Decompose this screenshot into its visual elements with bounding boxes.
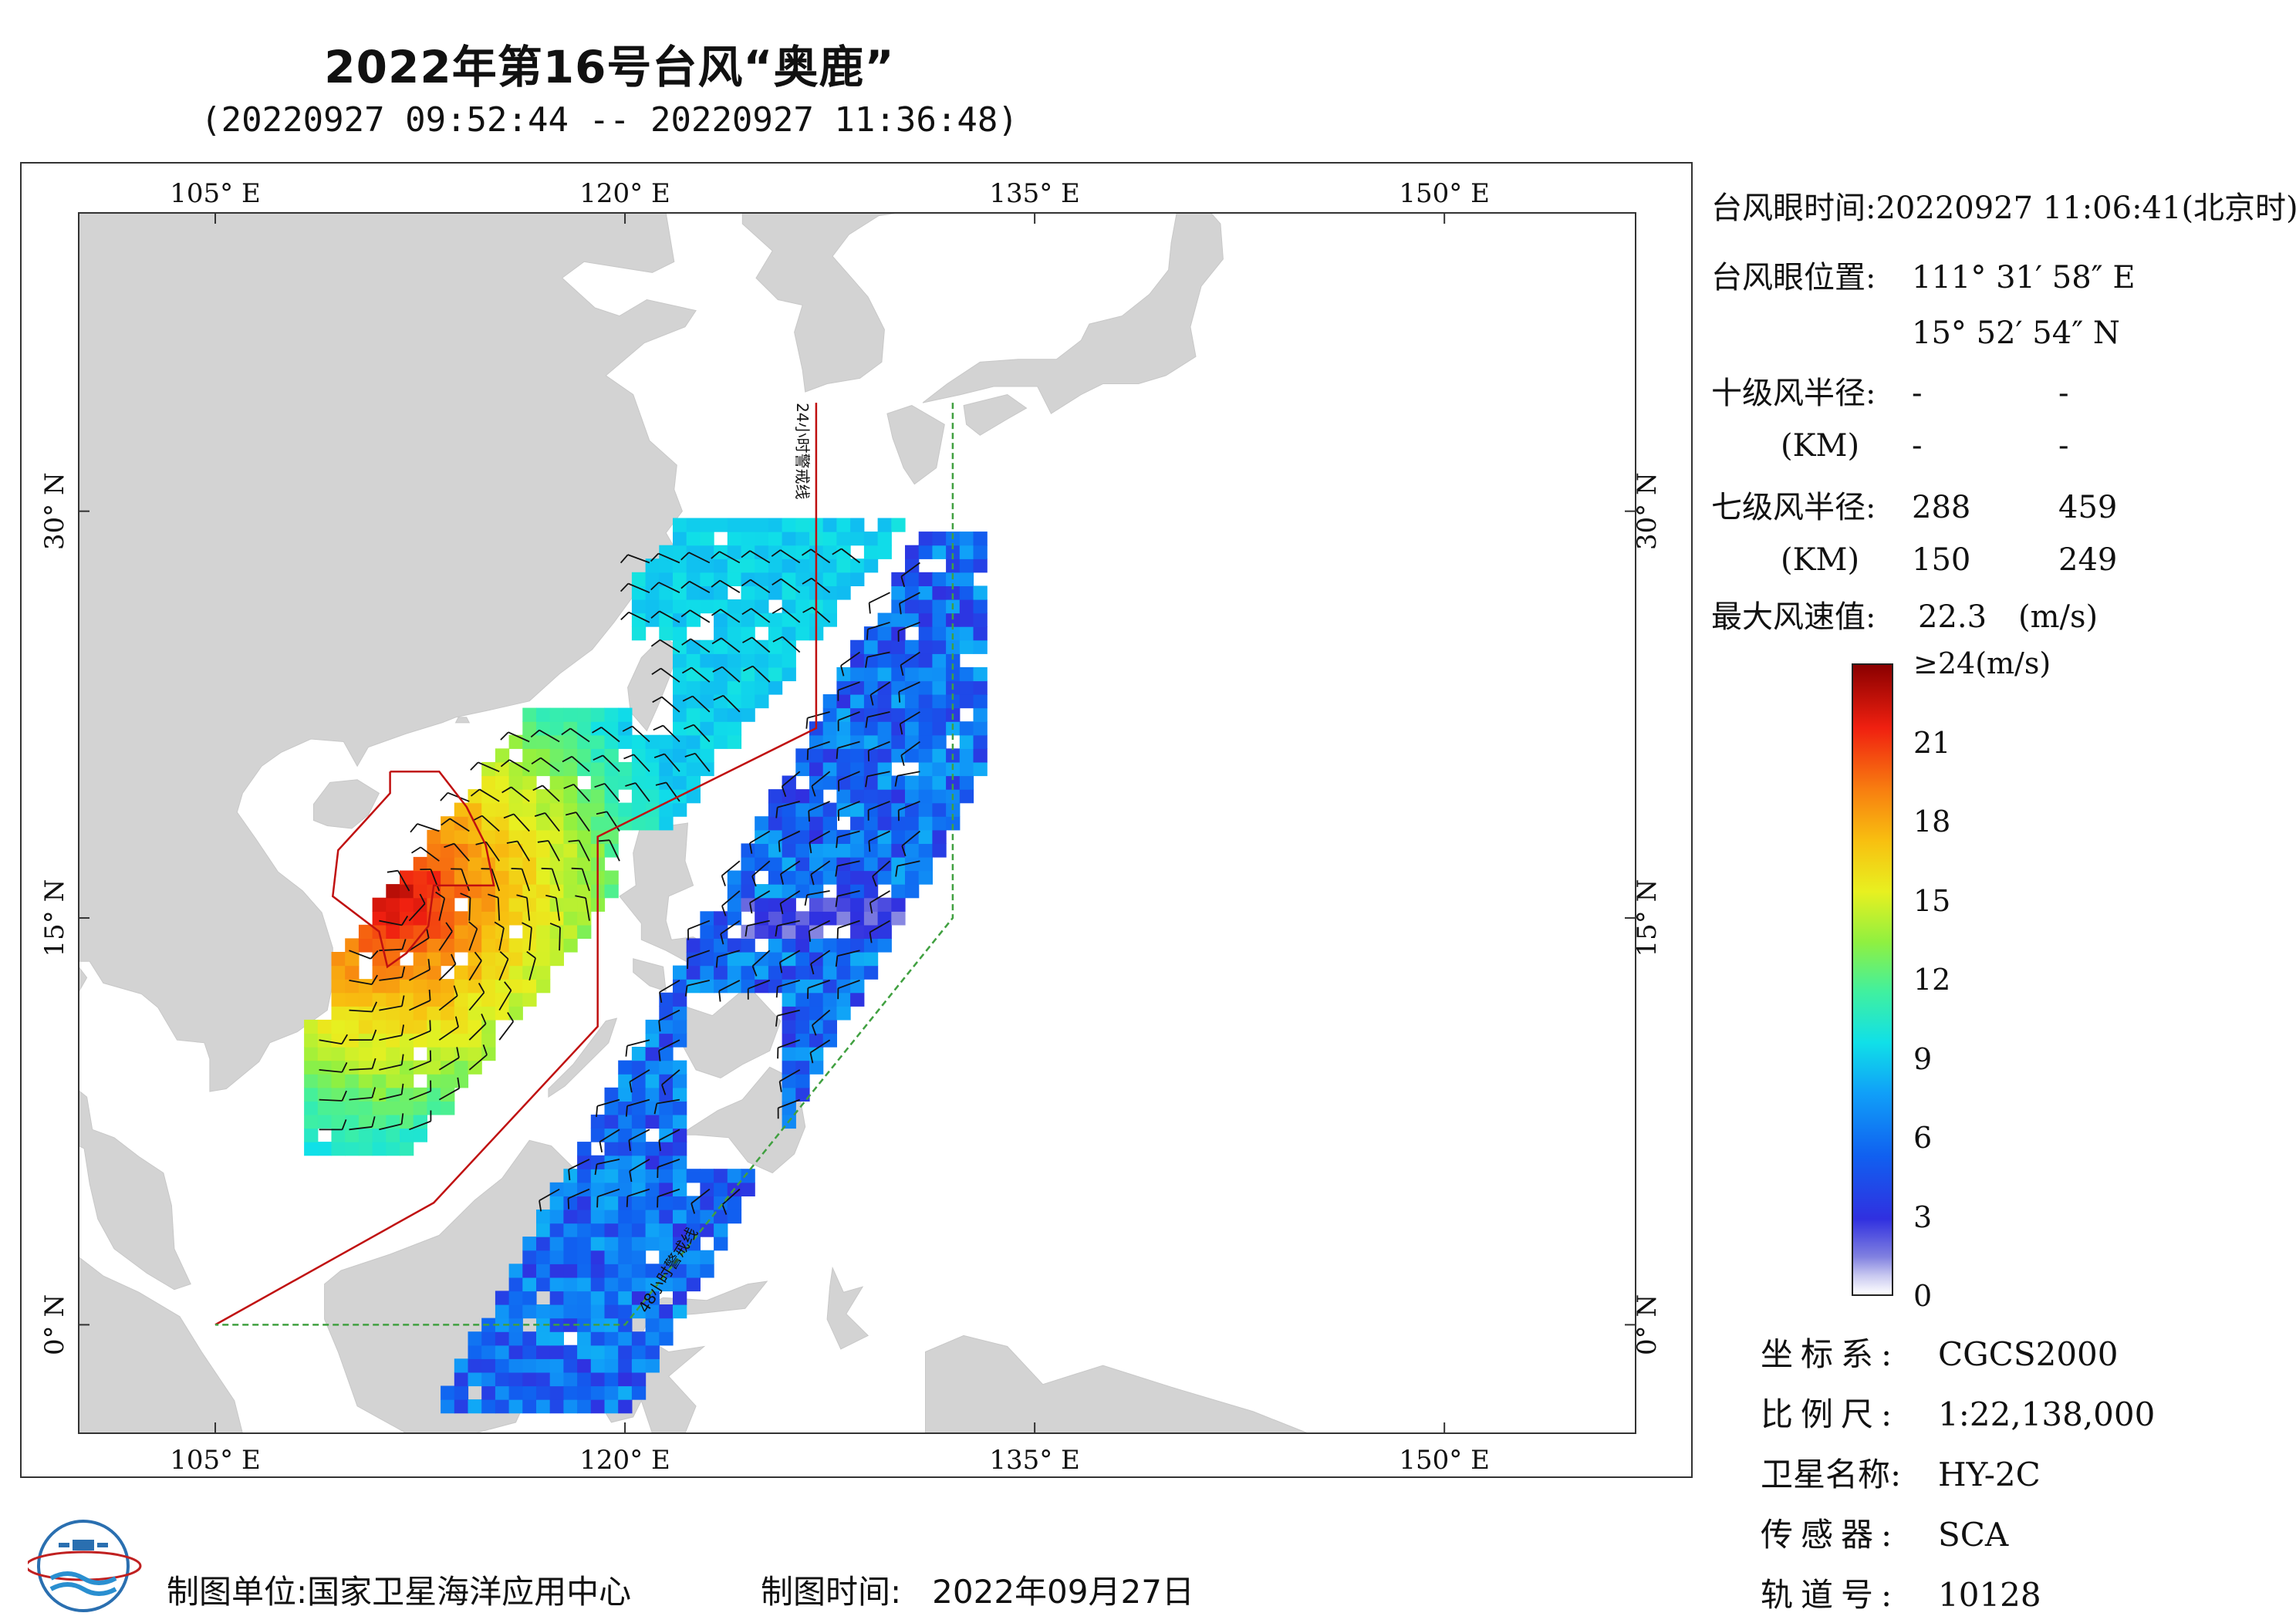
shikoku [963, 393, 1028, 436]
lon-tick-bottom: 150° E [1399, 1445, 1490, 1476]
kyushu [886, 405, 945, 485]
lat-tick-left: 15° N [39, 879, 70, 957]
coord-system-row: 坐标系: CGCS2000 [1761, 1328, 2118, 1375]
scale-row: 比例尺: 1:22,138,000 [1761, 1388, 2155, 1436]
eye-longitude: 111° 31′ 58″ E [1912, 260, 2136, 295]
wind-speed-colorbar [1852, 663, 1893, 1296]
r7-value-ne: 288 [1912, 490, 1971, 525]
scale-label: 比例尺: [1761, 1395, 1900, 1433]
wind-field [304, 518, 988, 1414]
production-time-value: 2022年09月27日 [932, 1573, 1194, 1611]
lat-tick-right: 15° N [1632, 879, 1663, 957]
colorbar-tick-label: 15 [1913, 883, 1951, 918]
sensor-row: 传感器: SCA [1761, 1509, 2008, 1556]
sumatra [79, 1256, 243, 1433]
eye-time-label: 台风眼时间: [1711, 191, 1876, 226]
lon-tick-top: 105° E [170, 178, 261, 209]
scale-value: 1:22,138,000 [1938, 1395, 2156, 1433]
mindanao [678, 1066, 806, 1174]
max-wind-label: 最大风速值: [1711, 599, 1876, 635]
r10-value-se: - [2058, 376, 2069, 411]
mainland-asia [79, 213, 697, 1092]
lon-tick-bottom: 120° E [579, 1445, 670, 1476]
malay-peninsula [79, 966, 191, 1291]
lat-tick-left: 30° N [39, 472, 70, 550]
sensor-label: 传感器: [1761, 1516, 1900, 1554]
plot-border [78, 212, 1636, 1434]
producer-label: 制图单位: [167, 1573, 308, 1611]
nsoas-logo-icon [28, 1520, 142, 1612]
eye-latitude: 15° 52′ 54″ N [1912, 315, 2120, 351]
eye-position-label: 台风眼位置: [1711, 260, 1876, 295]
r10-unit: (KM) [1781, 428, 1860, 464]
page-title: 2022年第16号台风“奥鹿” [324, 41, 895, 93]
producer-value: 国家卫星海洋应用中心 [307, 1573, 632, 1611]
colorbar-tick-label: 3 [1913, 1200, 1933, 1234]
r7-unit: (KM) [1781, 542, 1860, 578]
colorbar-tick-label: 6 [1913, 1121, 1933, 1155]
r10-value-nw: - [2058, 428, 2069, 464]
mindoro [633, 958, 667, 992]
eye-time-value: 20220927 11:06:41(北京时) [1876, 191, 2296, 226]
lon-tick-bottom: 135° E [989, 1445, 1080, 1476]
hainan-island [313, 779, 380, 829]
palawan [548, 1017, 618, 1098]
satellite-value: HY-2C [1938, 1456, 2041, 1493]
sensor-value: SCA [1938, 1516, 2009, 1554]
colorbar-tick-label: ≥24(m/s) [1913, 646, 2051, 680]
coord-system-label: 坐标系: [1761, 1335, 1900, 1373]
land-masses [79, 213, 1308, 1433]
hongkong-islands [454, 717, 471, 724]
satellite-row: 卫星名称: HY-2C [1761, 1449, 2041, 1496]
colorbar-tick-label: 21 [1913, 725, 1951, 760]
graticule-ticks: 105° E 105° E 120° E 120° E 135° E 135° E 150°… [39, 178, 1663, 1476]
r10-value-ne: - [1912, 376, 1923, 411]
visayas [679, 985, 782, 1079]
lat-tick-left: 0° N [39, 1294, 70, 1355]
r7-value-nw: 249 [2058, 542, 2118, 578]
wind-barbs [319, 548, 920, 1215]
coord-system-value: CGCS2000 [1938, 1335, 2119, 1373]
korean-peninsula [741, 213, 899, 393]
halmahera [826, 1266, 869, 1350]
lat-tick-right: 0° N [1632, 1294, 1663, 1355]
r10-label: 十级风半径: [1711, 376, 1876, 411]
colorbar-tick-label: 9 [1913, 1041, 1933, 1076]
lat-tick-right: 30° N [1632, 472, 1663, 550]
max-wind-value: 22.3 [1918, 599, 1987, 635]
warning-24h-label: 24小时警戒线 [793, 403, 812, 499]
lon-tick-top: 120° E [579, 178, 670, 209]
honshu [922, 213, 1224, 414]
new-guinea [925, 1335, 1308, 1433]
colorbar-tick-label: 12 [1913, 963, 1951, 997]
satellite-label: 卫星名称: [1761, 1456, 1902, 1493]
lon-tick-top: 135° E [989, 178, 1080, 209]
orbit-row: 轨道号: 10128 [1761, 1569, 2041, 1616]
lon-tick-top: 150° E [1399, 178, 1490, 209]
max-wind-unit: (m/s) [2018, 599, 2098, 635]
colorbar-tick-label: 0 [1913, 1279, 1933, 1313]
r7-value-sw: 150 [1912, 542, 1971, 578]
production-time: 制图时间: 2022年09月27日 [761, 1566, 1194, 1613]
orbit-label: 轨道号: [1761, 1576, 1900, 1614]
r7-value-se: 459 [2058, 490, 2118, 525]
time-range: (20220927 09:52:44 -- 20220927 11:36:48) [201, 100, 1018, 140]
producer: 制图单位:国家卫星海洋应用中心 [167, 1566, 631, 1613]
production-time-label: 制图时间: [761, 1573, 902, 1611]
r7-label: 七级风半径: [1711, 490, 1876, 525]
colorbar-tick-label: 18 [1913, 805, 1951, 838]
r10-value-sw: - [1912, 428, 1923, 464]
hokkaido [1170, 213, 1173, 214]
orbit-value: 10128 [1938, 1576, 2041, 1614]
lon-tick-bottom: 105° E [170, 1445, 261, 1476]
